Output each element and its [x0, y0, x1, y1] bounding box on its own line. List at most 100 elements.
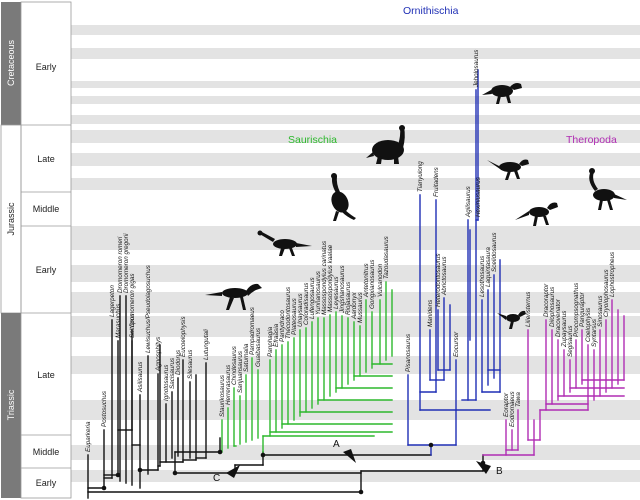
taxon-label: Tawa: [515, 392, 522, 407]
taxon-label: Abrictosaurus: [441, 256, 448, 296]
taxon-label: Silesaurus: [187, 349, 194, 379]
epoch-label-jurassic-late: Late: [37, 154, 55, 164]
taxon-label: Chindesaurus: [231, 345, 238, 385]
node-dot: [172, 470, 178, 476]
cladogram-branches: [87, 69, 625, 499]
taxon-label: Diodorus: [175, 349, 182, 375]
node-label-b: B: [496, 466, 503, 477]
taxon-label: Antetonitrus: [363, 263, 370, 298]
taxon-label: Yunnanosaurus: [315, 270, 322, 315]
node-dot: [260, 452, 266, 458]
taxon-label: Pampadromaeus: [249, 306, 256, 355]
taxon-label: Manidens: [427, 299, 434, 327]
node-arrow-a: [343, 449, 356, 463]
clade-label-ornithischia: Ornithischia: [403, 5, 459, 17]
node-dot: [358, 489, 364, 495]
taxon-label: Lewisuchus/Pseudolagosuchus: [145, 264, 152, 353]
taxon-label: Laquintasaura: [485, 247, 492, 287]
node-arrow-c: [226, 465, 240, 478]
clade-label-theropoda: Theropoda: [566, 134, 617, 146]
taxon-label: Fruitadens: [433, 166, 440, 197]
taxon-label: Vulcanodon: [377, 263, 384, 297]
taxon-label: Eodromaeus: [509, 390, 516, 427]
taxon-label: Sinosaurus: [597, 295, 604, 327]
taxon-label: Dromomeron gregorii: [123, 233, 130, 293]
time-band: [71, 226, 640, 250]
taxon-label: Plateosaurus: [291, 297, 298, 335]
taxon-label: Lagerpeton: [109, 285, 116, 317]
taxon-label: Euparkeria: [85, 421, 92, 452]
taxon-label: Marasuchus: [115, 303, 122, 338]
taxon-label: Jeholosaurus: [473, 49, 480, 88]
time-band: [71, 178, 640, 190]
taxon-label: Mussaurus: [357, 291, 364, 323]
time-band: [71, 81, 640, 88]
taxon-label: Syntarsus: [591, 318, 598, 347]
taxon-label: Lophostropheus: [609, 251, 616, 297]
silhouette-bipedal-sauropodomorph: [331, 173, 356, 221]
period-label-cretaceous: Cretaceous: [6, 39, 16, 86]
taxon-label: Sacisaurus: [169, 357, 176, 389]
time-band: [71, 115, 640, 124]
taxon-label: Eocursor: [453, 331, 460, 357]
time-band: [71, 292, 640, 313]
taxon-label: Lutungutali: [203, 329, 210, 360]
taxon-label: Efraasia: [273, 323, 280, 347]
taxon-label: Scelidosaurus: [491, 232, 498, 272]
taxon-labels: EuparkeriaPostosuchusLagerpetonDromomero…: [85, 49, 616, 452]
taxon-label: Agnosphitys: [155, 336, 162, 372]
taxon-label: Tazoudasaurus: [383, 235, 390, 279]
timescale: Cretaceous Jurassic Triassic Early Late …: [0, 1, 72, 499]
taxon-label: Pantydraco: [279, 310, 286, 342]
node-annotations: A B C: [213, 439, 503, 484]
time-band: [71, 316, 640, 337]
silhouette-ornithomimid: [589, 168, 627, 210]
taxon-label: Sanjuansaurus: [237, 350, 244, 393]
taxon-label: Massospondylus carinatus: [321, 240, 328, 315]
node-label-c: C: [213, 473, 220, 484]
taxon-label: Zupaysaurus: [561, 310, 568, 348]
time-band: [71, 130, 640, 143]
taxon-label: Eoraptor: [503, 392, 510, 417]
node-markers: [101, 442, 486, 495]
taxon-label: Segisaurus: [567, 325, 574, 357]
taxon-label: Ignotosaurus: [163, 364, 170, 401]
node-dot: [115, 472, 121, 478]
taxon-label: Dilophosaurus: [549, 286, 556, 327]
taxon-label: Dromomeron gigas: [129, 273, 136, 327]
taxon-label: Coloradisaurus: [303, 282, 310, 325]
taxon-label: Massospondylus kaalae: [327, 244, 334, 312]
taxon-label: Coelophysis: [585, 307, 592, 342]
epoch-label-cretaceous-early: Early: [36, 62, 57, 72]
taxon-label: Lufengosaurus: [309, 276, 316, 319]
epoch-label-jurassic-middle: Middle: [33, 204, 60, 214]
silhouette-basal-dinosaur: [497, 310, 526, 329]
epoch-label-triassic-late: Late: [37, 370, 55, 380]
taxon-label: Jingshanosaurus: [339, 265, 346, 314]
node-dot: [428, 442, 434, 448]
taxon-label: Staurikosaurus: [219, 374, 226, 417]
taxon-label: Herrerasaurus: [225, 364, 232, 405]
taxon-label: Procompsognathus: [573, 282, 580, 337]
epoch-label-triassic-early: Early: [36, 478, 57, 488]
taxon-label: Dracovenator: [555, 298, 562, 337]
period-label-jurassic: Jurassic: [6, 202, 16, 236]
time-band: [71, 445, 640, 460]
time-band: [71, 265, 640, 282]
time-band: [71, 153, 640, 166]
silhouette-ornithopod: [482, 83, 522, 104]
time-band: [71, 48, 640, 59]
silhouette-sauropodomorph-small: [257, 230, 312, 256]
taxon-label: Panphagia: [267, 326, 274, 357]
time-bands: [71, 25, 640, 482]
taxon-label: Asilisaurus: [137, 361, 144, 393]
node-dot: [217, 449, 223, 455]
taxon-label: Saturnalia: [243, 343, 250, 372]
taxon-label: Cryolophosaurus: [603, 269, 610, 317]
period-box-cretaceous: [1, 2, 21, 125]
time-band: [71, 400, 640, 420]
taxon-label: Agilisaurus: [465, 185, 472, 218]
node-dot: [137, 467, 143, 473]
taxon-label: Pisanosaurus: [405, 333, 412, 372]
